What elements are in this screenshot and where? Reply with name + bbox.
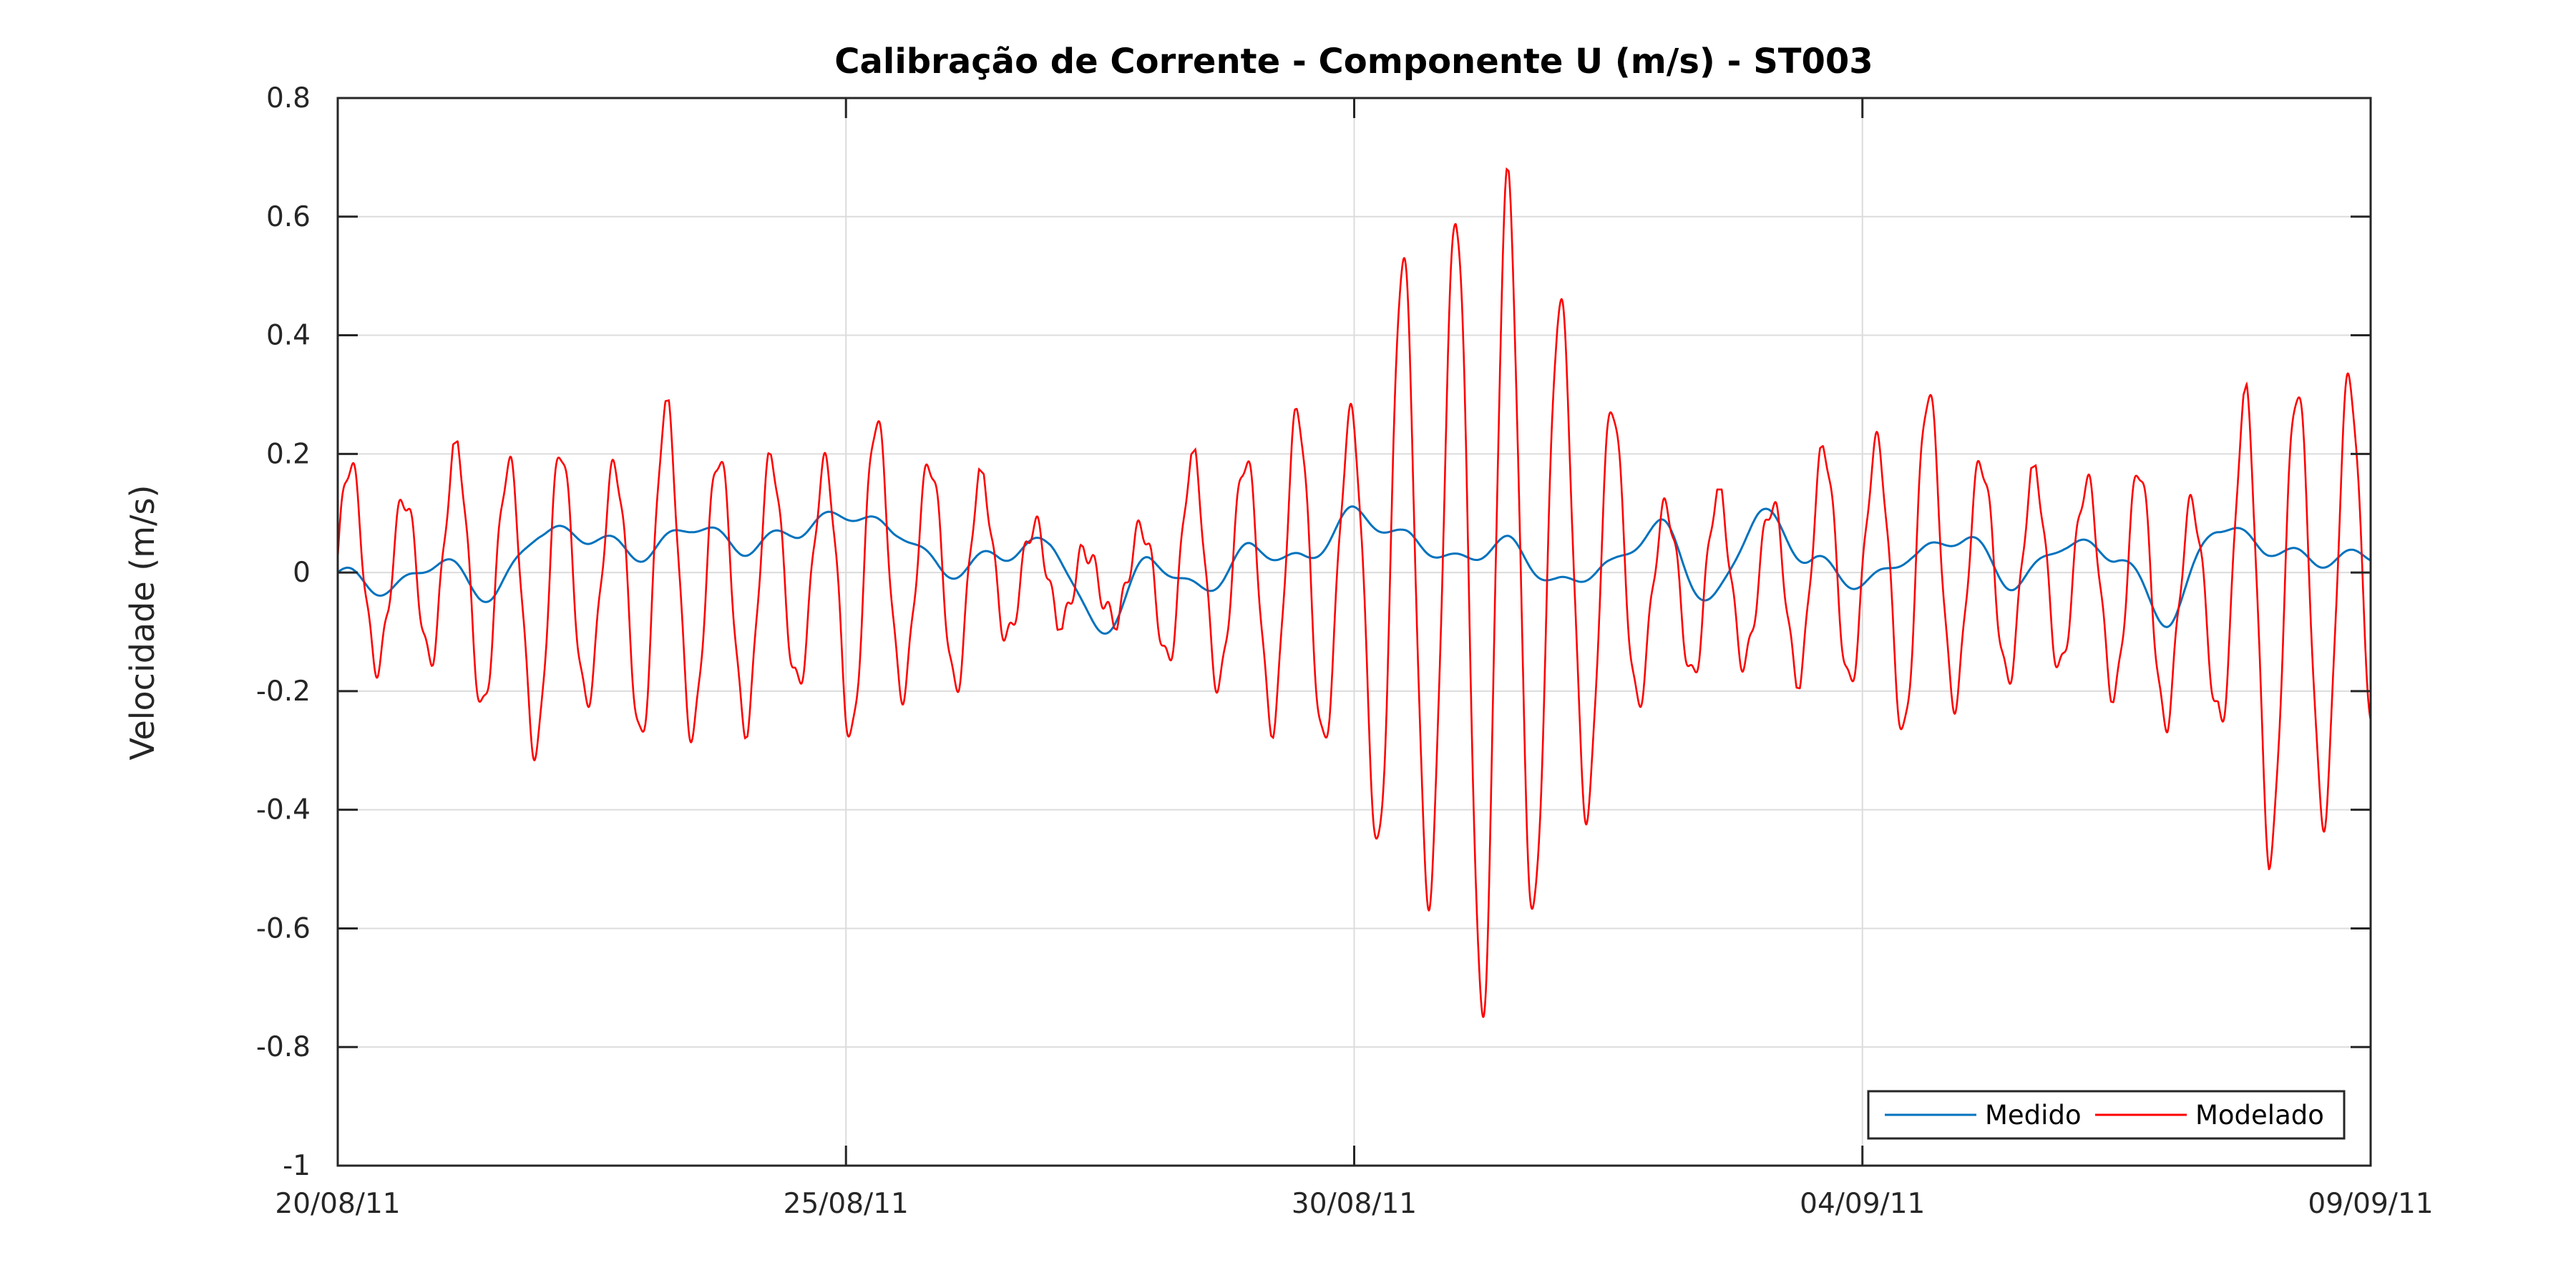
y-tick-label: -0.6 bbox=[256, 912, 311, 945]
y-tick-label: 0.2 bbox=[266, 438, 311, 470]
grid bbox=[337, 97, 2371, 1166]
x-tick-label: 04/09/11 bbox=[1800, 1188, 1925, 1220]
legend-label-modelado: Modelado bbox=[2195, 1100, 2324, 1131]
chart-title: Calibração de Corrente - Componente U (m… bbox=[834, 42, 1873, 82]
plot-area bbox=[338, 167, 2371, 1018]
x-tick-label: 25/08/11 bbox=[784, 1188, 909, 1220]
y-tick-label: -0.8 bbox=[256, 1031, 311, 1063]
y-tick-label: -0.2 bbox=[256, 675, 311, 708]
x-tick-label: 20/08/11 bbox=[275, 1188, 400, 1220]
legend-label-medido: Medido bbox=[1985, 1100, 2082, 1131]
legend: Medido Modelado bbox=[1867, 1090, 2346, 1140]
x-tick-label: 09/09/11 bbox=[2308, 1188, 2433, 1220]
y-tick-labels: 0.8 0.6 0.4 0.2 0 -0.2 -0.4 -0.6 -0.8 -1 bbox=[256, 82, 311, 1182]
y-tick-label: 0.4 bbox=[266, 320, 311, 352]
y-tick-label: 0 bbox=[293, 557, 311, 589]
y-tick-label: -0.4 bbox=[256, 794, 311, 826]
y-tick-label: 0.8 bbox=[266, 82, 311, 114]
axis-ticks bbox=[336, 97, 2372, 1167]
y-tick-label: 0.6 bbox=[266, 201, 311, 233]
y-axis-label: Velocidade (m/s) bbox=[123, 485, 162, 761]
x-tick-label: 30/08/11 bbox=[1292, 1188, 1417, 1220]
series-modelado-line bbox=[338, 167, 2371, 1018]
y-tick-label: -1 bbox=[283, 1150, 311, 1182]
x-tick-labels: 20/08/11 25/08/11 30/08/11 04/09/11 09/09/11 bbox=[275, 1188, 2433, 1220]
